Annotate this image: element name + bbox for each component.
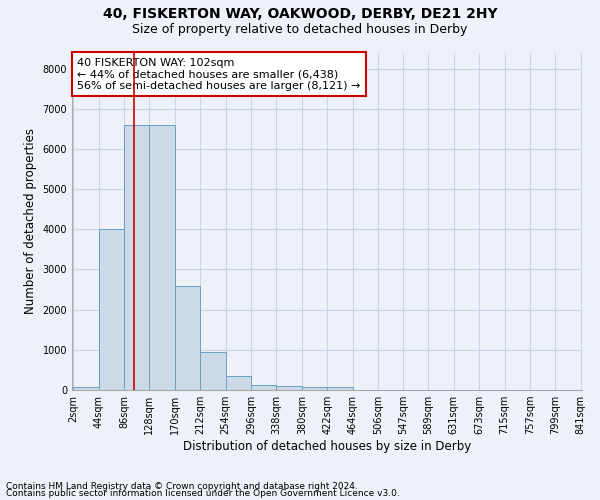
Bar [251, 385, 277, 390]
Bar [277, 386, 302, 390]
Bar [200, 352, 226, 390]
Text: Size of property relative to detached houses in Derby: Size of property relative to detached ho… [133, 22, 467, 36]
Text: Contains public sector information licensed under the Open Government Licence v3: Contains public sector information licen… [6, 490, 400, 498]
Bar [149, 125, 175, 390]
Bar [328, 388, 353, 390]
Y-axis label: Number of detached properties: Number of detached properties [24, 128, 37, 314]
Bar [226, 376, 251, 390]
Text: Contains HM Land Registry data © Crown copyright and database right 2024.: Contains HM Land Registry data © Crown c… [6, 482, 358, 491]
Bar [175, 286, 200, 390]
Text: 40 FISKERTON WAY: 102sqm
← 44% of detached houses are smaller (6,438)
56% of sem: 40 FISKERTON WAY: 102sqm ← 44% of detach… [77, 58, 361, 91]
Text: 40, FISKERTON WAY, OAKWOOD, DERBY, DE21 2HY: 40, FISKERTON WAY, OAKWOOD, DERBY, DE21 … [103, 8, 497, 22]
Bar [73, 387, 98, 390]
Bar [124, 125, 149, 390]
X-axis label: Distribution of detached houses by size in Derby: Distribution of detached houses by size … [183, 440, 471, 453]
Bar [98, 230, 124, 390]
Bar [302, 387, 328, 390]
